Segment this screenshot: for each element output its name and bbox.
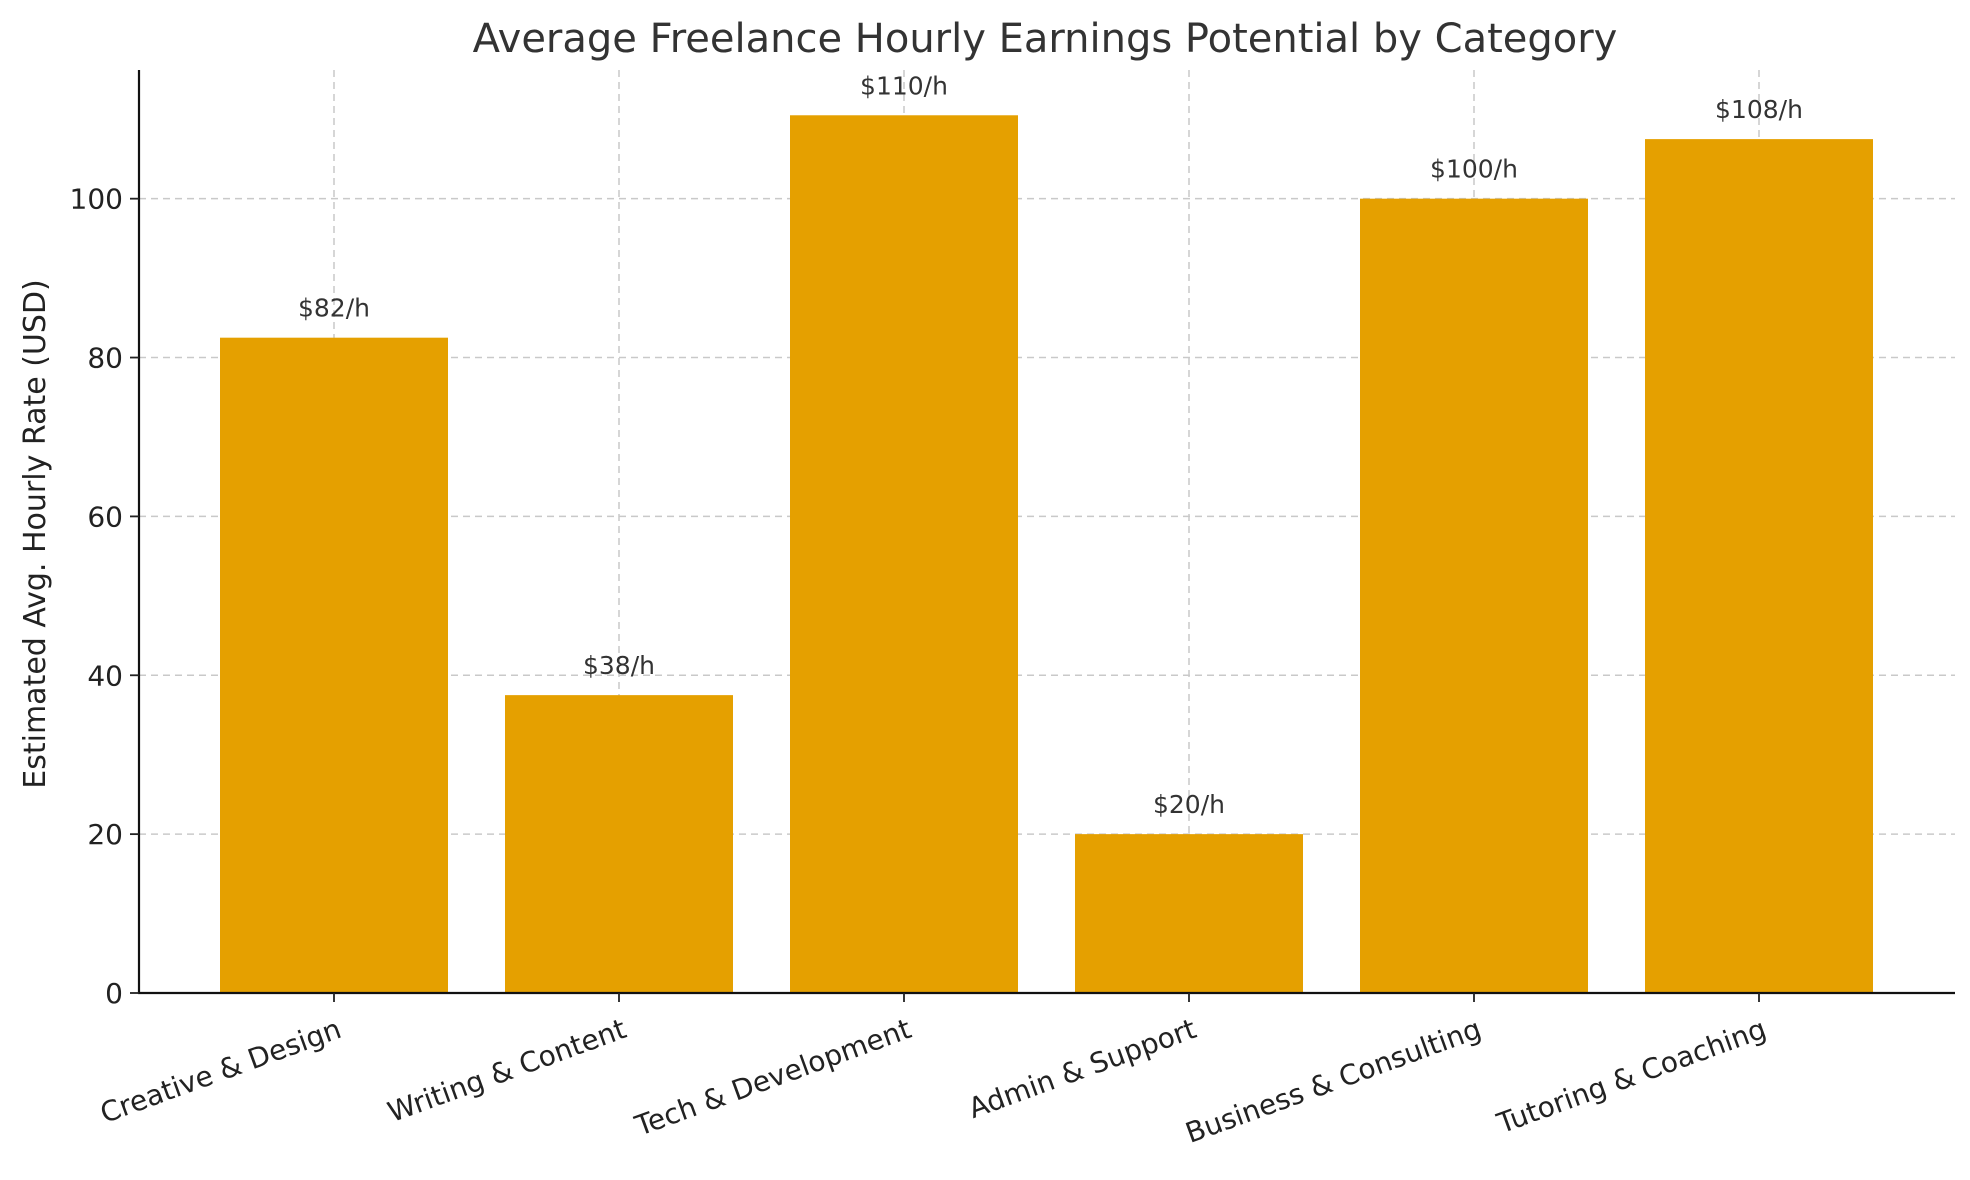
x-tick-label: Tutoring & Coaching bbox=[1492, 1012, 1771, 1140]
bar bbox=[790, 115, 1018, 993]
bar-value-label: $110/h bbox=[860, 71, 948, 100]
bar bbox=[505, 695, 733, 993]
chart-title: Average Freelance Hourly Earnings Potent… bbox=[473, 16, 1618, 62]
y-tick-label: 0 bbox=[105, 977, 123, 1010]
bar bbox=[220, 337, 448, 993]
bar-value-label: $38/h bbox=[583, 651, 655, 680]
x-tick-label: Business & Consulting bbox=[1181, 1012, 1485, 1150]
bar-value-label: $82/h bbox=[298, 294, 370, 323]
y-axis-label: Estimated Avg. Hourly Rate (USD) bbox=[18, 279, 53, 788]
y-tick-label: 40 bbox=[87, 659, 123, 692]
x-tick-label: Tech & Development bbox=[630, 1012, 916, 1143]
x-tick-label: Creative & Design bbox=[96, 1012, 346, 1130]
x-tick-label: Admin & Support bbox=[964, 1012, 1200, 1125]
bar bbox=[1360, 198, 1588, 993]
bar-layer bbox=[220, 115, 1873, 994]
x-tick-label: Writing & Content bbox=[383, 1012, 630, 1129]
bar bbox=[1075, 834, 1303, 993]
bar-value-label: $100/h bbox=[1430, 155, 1518, 184]
bar-label-layer: $82/h $38/h $110/h $20/h $100/h $108/h bbox=[298, 71, 1803, 819]
y-tick-label: 100 bbox=[70, 183, 123, 216]
bar-value-label: $108/h bbox=[1715, 95, 1803, 124]
y-tick-label: 80 bbox=[87, 342, 123, 375]
bar-value-label: $20/h bbox=[1153, 790, 1225, 819]
bar bbox=[1645, 139, 1873, 994]
y-tick-label: 20 bbox=[87, 818, 123, 851]
y-tick-label: 60 bbox=[87, 500, 123, 533]
